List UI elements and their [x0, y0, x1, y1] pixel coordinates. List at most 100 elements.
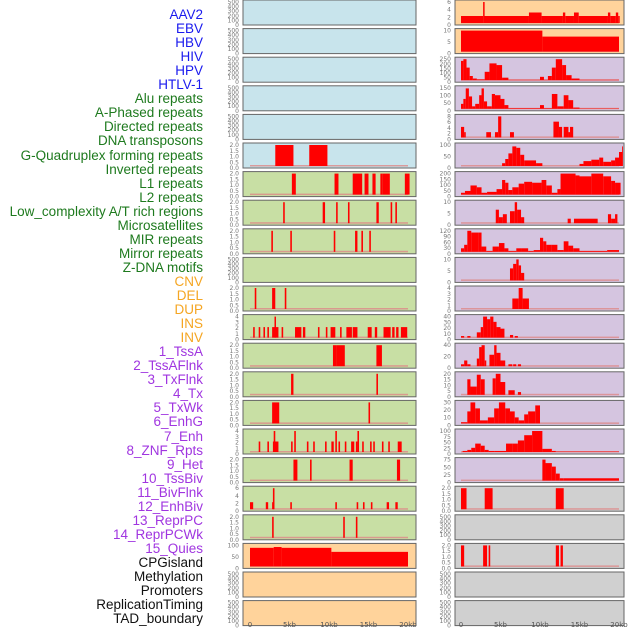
signal-bar	[541, 179, 547, 195]
y-tick-label: 10	[443, 415, 451, 422]
signal-bar	[483, 101, 488, 109]
signal-bar	[512, 187, 519, 195]
signal-bar	[546, 185, 552, 195]
y-tick-label: 400	[440, 576, 452, 583]
signal-bar	[524, 414, 529, 424]
track-label: 7_Enh	[163, 428, 203, 444]
y-tick-label: 1.5	[441, 548, 451, 555]
signal-bar	[532, 182, 542, 195]
track-panel: 100 50 0	[228, 542, 417, 572]
y-tick-label: 40	[443, 342, 451, 349]
signal-bar	[486, 132, 492, 138]
y-tick-label: 200	[228, 585, 240, 592]
track-panel: 2.01.51.00.50.0	[229, 199, 417, 229]
signal-bar	[535, 405, 540, 424]
signal-bar	[325, 441, 327, 452]
signal-bar	[615, 12, 619, 23]
signal-bar	[250, 502, 254, 510]
track-label: 1_TssA	[158, 344, 203, 360]
signal-bar	[522, 298, 529, 309]
signal-bar	[374, 327, 378, 338]
y-tick-label: 300	[228, 266, 240, 273]
signal-bar	[461, 126, 465, 138]
signal-bar	[461, 422, 468, 424]
baseline	[250, 393, 408, 396]
signal-bar	[555, 473, 560, 481]
y-tick-label: 40	[443, 314, 451, 321]
y-tick-label: 300	[228, 37, 240, 44]
signal-bar	[467, 411, 471, 424]
y-tick-label: 0.0	[229, 394, 239, 401]
signal-bar	[521, 272, 525, 281]
y-tick-label: 400	[228, 604, 240, 611]
signal-bar	[461, 488, 467, 510]
signal-bar	[291, 441, 293, 452]
y-tick-label: 60	[443, 239, 451, 246]
y-tick-label: 0	[235, 565, 239, 572]
y-tick-label: 75	[443, 434, 451, 441]
signal-bar	[611, 218, 616, 224]
signal-bar	[461, 60, 464, 81]
signal-bar	[331, 551, 408, 567]
track-panel: 2.01.51.00.50.0	[229, 228, 417, 258]
y-tick-label: 1.0	[441, 497, 451, 504]
y-tick-label: 6	[447, 119, 451, 126]
y-tick-label: 300	[228, 580, 240, 587]
signal-bar	[505, 408, 510, 424]
signal-bar	[489, 354, 495, 367]
y-tick-label: 1	[235, 331, 239, 338]
y-tick-label: 0	[235, 337, 239, 344]
panel-background	[454, 485, 625, 512]
signal-bar	[464, 190, 471, 195]
track-label: DUP	[174, 302, 203, 318]
track-label: 5_TxWk	[153, 400, 203, 416]
y-tick-label: 0	[447, 422, 451, 429]
signal-bar	[250, 547, 274, 567]
signal-bar	[533, 250, 540, 252]
signal-bar	[343, 516, 345, 538]
y-tick-label: 0	[447, 51, 451, 58]
signal-bar	[506, 443, 513, 452]
signal-bar	[483, 16, 529, 23]
signal-bar	[496, 189, 503, 195]
y-tick-label: 500	[440, 514, 452, 521]
baseline	[461, 222, 619, 224]
y-tick-label: 50	[443, 154, 451, 161]
y-tick-label: 0.5	[229, 388, 239, 395]
signal-bar	[271, 230, 273, 252]
panel-background	[242, 571, 417, 598]
signal-bar	[509, 132, 514, 138]
panel-background	[242, 457, 417, 484]
signal-bar	[562, 12, 566, 23]
signal-bar	[571, 78, 580, 81]
signal-bar	[295, 327, 302, 338]
track-panel: 2.01.51.00.50.0	[229, 371, 417, 401]
signal-bar	[619, 152, 623, 166]
baseline	[250, 250, 408, 253]
y-tick-label: 500	[228, 0, 240, 6]
track-panel: 2.01.51.00.50.0	[441, 542, 625, 572]
y-tick-label: 1.5	[229, 348, 239, 355]
y-tick-label: 2.0	[441, 542, 451, 549]
signal-bar	[309, 145, 328, 166]
track-label: HIV	[180, 49, 203, 65]
y-tick-label: 2.0	[229, 228, 239, 235]
signal-bar	[618, 16, 620, 23]
y-tick-label: 1.5	[229, 234, 239, 241]
signal-bar	[563, 241, 569, 252]
signal-bar	[551, 93, 558, 109]
panel-background	[242, 600, 417, 627]
signal-bar	[524, 181, 533, 195]
signal-bar	[481, 246, 487, 252]
signal-bar	[508, 364, 513, 367]
y-tick-label: 50	[443, 440, 451, 447]
signal-bar	[518, 183, 525, 195]
panel-background	[242, 485, 417, 512]
y-tick-label: 500	[440, 600, 452, 607]
y-tick-label: 200	[228, 70, 240, 77]
y-tick-label: 0	[235, 508, 239, 515]
signal-bar	[302, 327, 306, 338]
